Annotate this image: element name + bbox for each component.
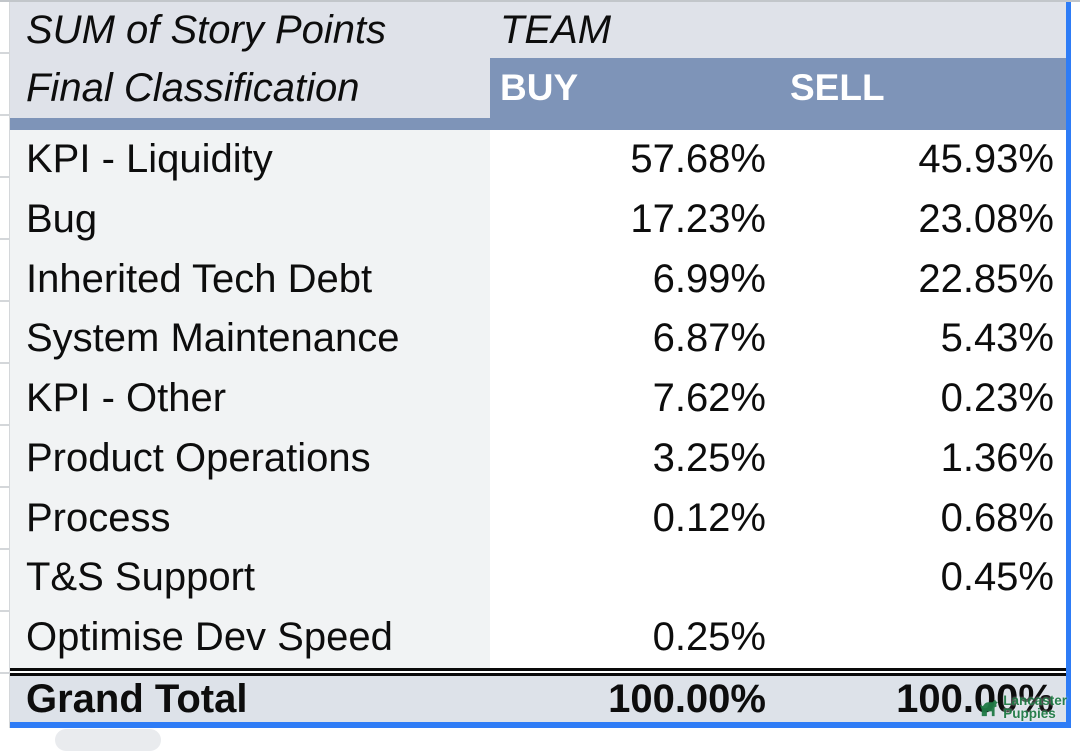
row-label-cell[interactable]: System Maintenance bbox=[10, 309, 490, 370]
grand-total-divider bbox=[10, 667, 1066, 676]
buy-value-cell[interactable]: 57.68% bbox=[490, 130, 770, 190]
column-header-sell[interactable]: SELL bbox=[770, 58, 1066, 118]
buy-value-cell[interactable] bbox=[490, 548, 770, 609]
sheet-gridline-strip bbox=[0, 2, 10, 728]
buy-value-cell[interactable]: 7.62% bbox=[490, 369, 770, 429]
sell-value-cell[interactable]: 23.08% bbox=[770, 189, 1066, 250]
sell-value-cell[interactable]: 1.36% bbox=[770, 428, 1066, 489]
pivot-row: KPI - Other 7.62% 0.23% bbox=[10, 369, 1066, 429]
lancaster-puppies-watermark: Lancaster Puppies bbox=[979, 694, 1067, 720]
row-label-cell[interactable]: KPI - Other bbox=[10, 369, 490, 429]
column-dimension-cell[interactable]: TEAM bbox=[500, 8, 612, 52]
buy-value-cell[interactable]: 17.23% bbox=[490, 189, 770, 250]
sell-value-cell[interactable]: 0.45% bbox=[770, 548, 1066, 609]
grand-total-row: Grand Total 100.00% 100.00% bbox=[10, 675, 1066, 722]
row-label-cell[interactable]: Product Operations bbox=[10, 428, 490, 489]
pivot-row: Bug 17.23% 23.08% bbox=[10, 189, 1066, 250]
buy-value-cell[interactable]: 6.87% bbox=[490, 309, 770, 370]
buy-value-cell[interactable]: 0.12% bbox=[490, 488, 770, 549]
row-label-cell[interactable]: Optimise Dev Speed bbox=[10, 608, 490, 668]
pivot-row: T&S Support 0.45% bbox=[10, 548, 1066, 609]
row-label-cell[interactable]: Bug bbox=[10, 189, 490, 250]
pivot-table: SUM of Story Points TEAM Final Classific… bbox=[10, 2, 1071, 728]
dog-icon bbox=[980, 699, 999, 717]
row-label-cell[interactable]: T&S Support bbox=[10, 548, 490, 609]
bottom-ui-pill bbox=[55, 729, 161, 751]
row-dimension-cell[interactable]: Final Classification bbox=[10, 58, 490, 118]
row-label-cell[interactable]: Inherited Tech Debt bbox=[10, 249, 490, 310]
sell-value-cell[interactable]: 0.23% bbox=[770, 369, 1066, 429]
pivot-row: Process 0.12% 0.68% bbox=[10, 488, 1066, 549]
pivot-row: KPI - Liquidity 57.68% 45.93% bbox=[10, 130, 1066, 190]
watermark-line1: Lancaster bbox=[1003, 693, 1067, 708]
buy-value-cell[interactable]: 6.99% bbox=[490, 249, 770, 310]
pivot-row: Inherited Tech Debt 6.99% 22.85% bbox=[10, 249, 1066, 310]
grand-total-label-cell[interactable]: Grand Total bbox=[26, 676, 248, 721]
buy-value-cell[interactable]: 0.25% bbox=[490, 608, 770, 668]
pivot-header-row-2: Final Classification BUY SELL bbox=[10, 58, 1066, 118]
pivot-header-row-1: SUM of Story Points TEAM bbox=[10, 2, 1066, 58]
row-label-cell[interactable]: KPI - Liquidity bbox=[10, 130, 490, 190]
sell-value-cell[interactable]: 45.93% bbox=[770, 130, 1066, 190]
header-divider-band bbox=[10, 118, 1066, 130]
empty-header-cell[interactable] bbox=[770, 2, 1066, 58]
sell-value-cell[interactable]: 0.68% bbox=[770, 488, 1066, 549]
pivot-row: System Maintenance 6.87% 5.43% bbox=[10, 309, 1066, 370]
watermark-line2: Puppies bbox=[1003, 706, 1056, 721]
buy-value-cell[interactable]: 3.25% bbox=[490, 428, 770, 489]
column-header-buy[interactable]: BUY bbox=[490, 58, 770, 118]
pivot-row: Product Operations 3.25% 1.36% bbox=[10, 428, 1066, 489]
grand-total-buy-cell[interactable]: 100.00% bbox=[608, 676, 766, 721]
sell-value-cell[interactable]: 22.85% bbox=[770, 249, 1066, 310]
top-gridline bbox=[0, 0, 1080, 2]
sell-value-cell[interactable]: 5.43% bbox=[770, 309, 1066, 370]
row-label-cell[interactable]: Process bbox=[10, 488, 490, 549]
pivot-row: Optimise Dev Speed 0.25% bbox=[10, 608, 1066, 668]
grand-total-sell-cell[interactable]: 100.00% bbox=[896, 676, 1054, 721]
sell-value-cell[interactable] bbox=[770, 608, 1066, 668]
measure-title-cell[interactable]: SUM of Story Points bbox=[26, 8, 387, 52]
